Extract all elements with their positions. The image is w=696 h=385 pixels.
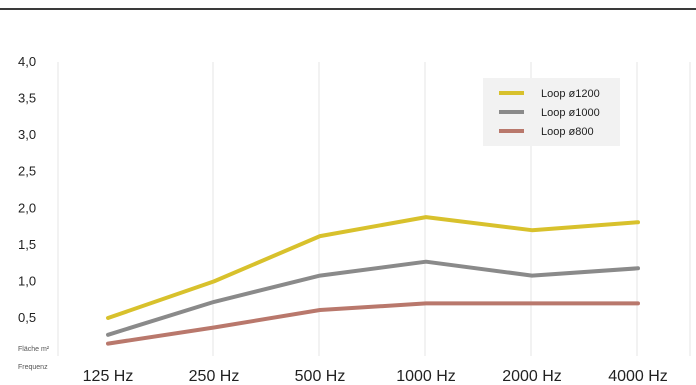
y-tick-label: 1,0	[18, 273, 36, 288]
series-line	[106, 215, 640, 320]
y-tick-label: 4,0	[18, 54, 36, 69]
x-tick-labels: 125 Hz 250 Hz 500 Hz 1000 Hz 2000 Hz 4000 Hz	[83, 368, 668, 385]
legend-label: Loop ø1000	[541, 107, 600, 119]
x-tick-label: 1000 Hz	[396, 368, 456, 385]
y-tick-label: 3,0	[18, 127, 36, 142]
x-tick-label: 4000 Hz	[608, 368, 668, 385]
series-lines	[106, 215, 640, 346]
series-line	[106, 259, 640, 337]
x-axis-label: Frequenz	[18, 364, 48, 371]
top-rule	[0, 8, 696, 10]
y-tick-label: 0,5	[18, 310, 36, 325]
y-tick-label: 1,5	[18, 237, 36, 252]
legend-label: Loop ø800	[541, 126, 594, 138]
series-line	[106, 301, 640, 346]
x-tick-label: 2000 Hz	[502, 368, 562, 385]
y-tick-labels: 0,5 1,0 1,5 2,0 2,5 3,0 3,5 4,0	[18, 54, 36, 325]
y-tick-label: 3,5	[18, 91, 36, 106]
y-axis-label: Fläche m²	[18, 346, 50, 353]
x-tick-label: 125 Hz	[83, 368, 134, 385]
x-tick-label: 250 Hz	[189, 368, 240, 385]
x-tick-label: 500 Hz	[295, 368, 346, 385]
y-tick-label: 2,0	[18, 200, 36, 215]
legend: Loop ø1200 Loop ø1000 Loop ø800	[483, 78, 620, 146]
y-tick-label: 2,5	[18, 164, 36, 179]
legend-label: Loop ø1200	[541, 88, 600, 100]
